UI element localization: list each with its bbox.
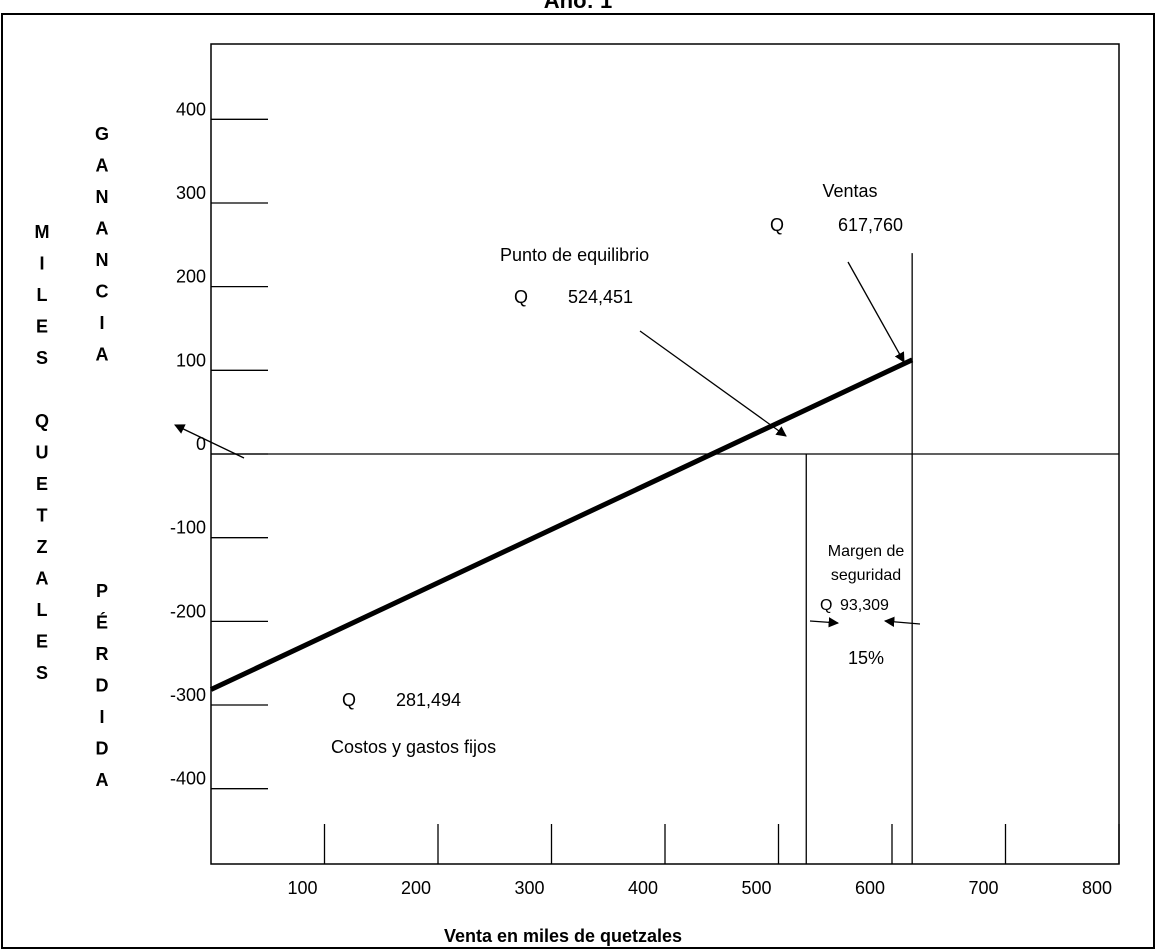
break-even-value: 524,451	[568, 287, 633, 307]
perdida-letter: P	[96, 581, 108, 601]
perdida-letter: A	[96, 770, 109, 790]
x-tick-label: 300	[514, 878, 544, 898]
break-even-q: Q	[514, 287, 528, 307]
y-axis-label-letter: E	[36, 317, 48, 337]
perdida-letter: D	[96, 676, 109, 696]
y-axis-label-letter: T	[37, 506, 48, 526]
y-axis-label-letter: M	[35, 222, 50, 242]
ganancia-letter: A	[96, 219, 109, 239]
sales-label: Ventas	[822, 181, 877, 201]
perdida-letter: É	[96, 612, 108, 633]
y-tick-label: 100	[176, 350, 206, 370]
fixed-costs-value: 281,494	[396, 690, 461, 710]
outer-frame	[1, 13, 1155, 949]
reference-lines	[211, 253, 1119, 864]
ganancia-letter: A	[96, 156, 109, 176]
safety-margin-value: 93,309	[840, 597, 889, 614]
y-tick-label: 0	[196, 434, 206, 454]
y-tick-label: -200	[170, 601, 206, 621]
y-axis-label-letter: A	[36, 569, 49, 589]
x-tick-label: 500	[741, 878, 771, 898]
x-tick-label: 100	[287, 878, 317, 898]
y-axis-label-letter: E	[36, 474, 48, 494]
margin-arrow-left	[809, 617, 840, 628]
y-tick-label: 300	[176, 183, 206, 203]
ganancia-letter: G	[95, 124, 109, 144]
ganancia-letter: N	[96, 250, 109, 270]
y-axis-label-letter: L	[37, 285, 48, 305]
y-axis-label-letter: S	[36, 348, 48, 368]
perdida-letter: R	[96, 644, 109, 664]
y-axis-label-letter: I	[39, 254, 44, 274]
perdida-letter: I	[99, 707, 104, 727]
x-tick-label: 400	[628, 878, 658, 898]
y-axis-label-letter: L	[37, 600, 48, 620]
perdida-letter: D	[96, 739, 109, 759]
y-tick-label: -100	[170, 518, 206, 538]
x-axis-ticks: 100 200 300 400 500 600 700 800	[287, 824, 1120, 898]
y-tick-label: -400	[170, 769, 206, 789]
y-axis-label-letter: Z	[37, 537, 48, 557]
y-tick-label: 400	[176, 99, 206, 119]
sales-arrow	[847, 261, 905, 363]
break-even-arrow	[639, 330, 787, 437]
margin-arrow-right	[883, 616, 921, 627]
y-tick-label: 200	[176, 267, 206, 287]
safety-margin-percent: 15%	[848, 648, 884, 668]
fixed-costs-label: Costos y gastos fijos	[331, 737, 496, 757]
fixed-costs-q: Q	[342, 690, 356, 710]
y-axis-label-letter: Q	[35, 411, 49, 431]
x-tick-label: 800	[1082, 878, 1112, 898]
chart-title: Año: 1	[544, 0, 612, 13]
sales-value: 617,760	[838, 215, 903, 235]
x-axis-label: Venta en miles de quetzales	[444, 926, 682, 946]
ganancia-letter: A	[96, 345, 109, 365]
x-tick-label: 600	[855, 878, 885, 898]
ganancia-letter: N	[96, 187, 109, 207]
profit-line	[209, 357, 914, 692]
x-tick-label: 700	[968, 878, 998, 898]
sales-q: Q	[770, 215, 784, 235]
safety-margin-label-2: seguridad	[831, 567, 901, 584]
y-axis-label-letter: E	[36, 632, 48, 652]
y-axis-label-letter: U	[36, 443, 49, 463]
ganancia-letter: C	[96, 282, 109, 302]
safety-margin-q: Q	[820, 597, 832, 614]
ganancia-letter: I	[99, 313, 104, 333]
y-axis-arrow	[174, 424, 245, 459]
y-axis-label-letter: S	[36, 663, 48, 683]
y-tick-label: -300	[170, 685, 206, 705]
break-even-label: Punto de equilibrio	[500, 245, 649, 265]
x-tick-label: 200	[401, 878, 431, 898]
series-layer	[209, 357, 914, 692]
safety-margin-label-1: Margen de	[828, 543, 905, 560]
